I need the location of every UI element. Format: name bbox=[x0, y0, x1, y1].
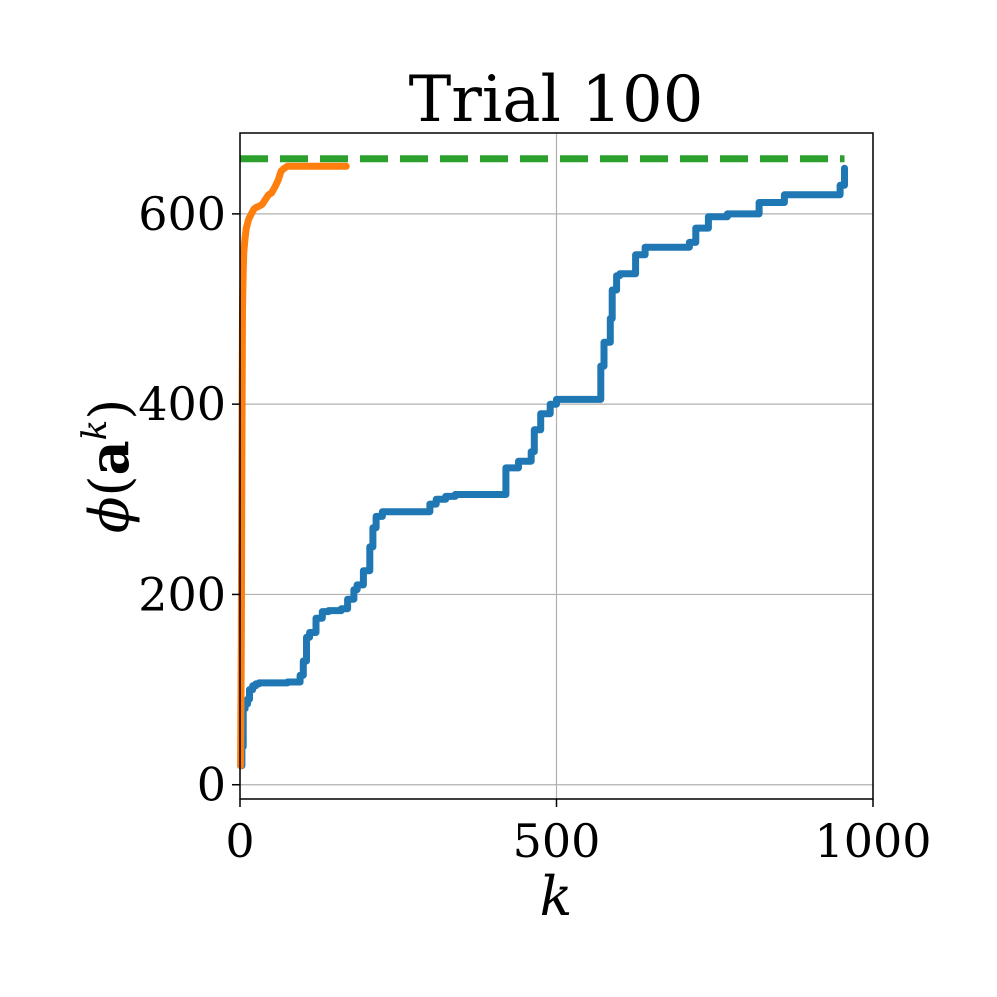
x-tick-label: 1000 bbox=[814, 814, 931, 868]
y-tick-label: 200 bbox=[138, 567, 226, 621]
plot-series bbox=[237, 155, 848, 770]
x-tick-label: 500 bbox=[513, 814, 601, 868]
axis-ticks: 0 500 1000 0 200 400 600 bbox=[138, 187, 931, 868]
y-tick-label: 600 bbox=[138, 187, 226, 241]
y-label-k: k bbox=[75, 420, 115, 441]
series-line-1 bbox=[237, 164, 848, 770]
y-tick-label: 0 bbox=[197, 758, 226, 812]
y-tick-label: 400 bbox=[138, 377, 226, 431]
x-axis-label: k bbox=[540, 865, 573, 928]
y-label-phi: ϕ bbox=[78, 496, 141, 533]
x-tick-label: 0 bbox=[225, 814, 254, 868]
y-label-open: ( bbox=[78, 475, 141, 496]
chart-title: Trial 100 bbox=[409, 63, 704, 137]
y-label-a: a bbox=[77, 440, 141, 475]
series-line-2 bbox=[237, 162, 350, 770]
y-axis-label: ϕ(ak) bbox=[75, 399, 141, 534]
grid bbox=[239, 133, 874, 799]
y-label-close: ) bbox=[78, 399, 141, 420]
